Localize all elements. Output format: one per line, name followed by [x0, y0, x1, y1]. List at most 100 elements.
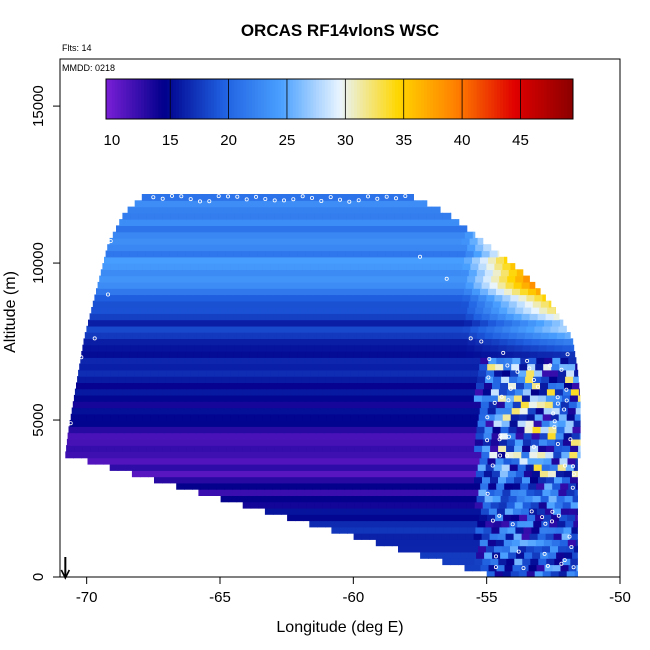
heatmap-cell: [336, 319, 345, 327]
sample-marker: [207, 199, 212, 204]
heatmap-cell: [446, 489, 455, 496]
heatmap-cell: [450, 438, 460, 446]
heatmap-cell: [553, 351, 562, 358]
colorbar-segment: [330, 79, 335, 119]
heatmap-cell: [512, 564, 522, 572]
heatmap-cell: [173, 464, 183, 471]
heatmap-cell: [159, 407, 169, 415]
heatmap-cell: [543, 539, 553, 547]
heatmap-cell: [483, 275, 492, 283]
heatmap-cell: [220, 382, 229, 390]
heatmap-cell: [310, 489, 319, 496]
heatmap-cell: [365, 194, 375, 201]
heatmap-cell: [532, 495, 542, 503]
heatmap-cell: [305, 250, 315, 258]
sample-marker: [516, 549, 521, 554]
heatmap-cell: [528, 482, 537, 490]
heatmap-cell: [202, 212, 211, 220]
heatmap-cell: [384, 482, 393, 490]
heatmap-cell: [526, 294, 535, 302]
heatmap-cell: [162, 212, 171, 220]
heatmap-cell: [406, 369, 415, 377]
arrow-head: [60, 569, 71, 580]
heatmap-cell: [503, 514, 512, 522]
heatmap-cell: [359, 206, 369, 214]
heatmap-cell: [274, 388, 284, 396]
heatmap-cell: [348, 382, 357, 390]
heatmap-cell: [126, 369, 135, 377]
heatmap-cell: [371, 470, 381, 478]
heatmap-cell: [363, 275, 372, 283]
heatmap-cell: [134, 369, 143, 377]
heatmap-cell: [531, 470, 541, 478]
heatmap-cell: [201, 451, 210, 459]
heatmap-cell: [447, 219, 456, 226]
sample-marker: [529, 509, 534, 514]
heatmap-cell: [408, 401, 418, 409]
heatmap-cell: [334, 325, 343, 333]
heatmap-cell: [457, 250, 467, 258]
heatmap-cell: [408, 507, 418, 515]
heatmap-cell: [449, 281, 459, 289]
heatmap-cell: [194, 438, 204, 446]
heatmap-cell: [289, 281, 299, 289]
sample-marker: [92, 336, 97, 341]
heatmap-cell: [464, 319, 473, 327]
heatmap-cell: [536, 564, 546, 572]
heatmap-cell: [225, 313, 235, 321]
heatmap-cell: [228, 426, 238, 434]
heatmap-cell: [311, 206, 321, 214]
heatmap-cell: [141, 464, 151, 471]
heatmap-cell: [388, 300, 398, 308]
heatmap-cell: [480, 564, 490, 572]
heatmap-cell: [270, 263, 279, 270]
heatmap-cell: [476, 551, 485, 559]
heatmap-cell: [214, 294, 223, 302]
heatmap-cell: [175, 206, 185, 214]
heatmap-cell: [275, 307, 284, 314]
heatmap-cell: [384, 507, 394, 515]
heatmap-cell: [281, 394, 291, 402]
heatmap-cell: [473, 313, 483, 321]
heatmap-cell: [560, 319, 564, 327]
heatmap-cell: [464, 256, 473, 264]
colorbar-segment: [155, 79, 160, 119]
heatmap-cell: [447, 514, 456, 522]
heatmap-cell: [195, 307, 204, 314]
heatmap-cell: [163, 470, 173, 478]
colorbar-segment: [216, 79, 221, 119]
heatmap-cell: [347, 526, 356, 534]
heatmap-cell: [523, 338, 533, 346]
heatmap-cell: [228, 332, 238, 339]
heatmap-cell: [76, 426, 86, 434]
heatmap-cell: [260, 495, 270, 503]
heatmap-cell: [496, 482, 505, 490]
heatmap-cell: [128, 231, 138, 239]
heatmap-cell: [329, 451, 338, 459]
heatmap-cell: [164, 225, 173, 233]
heatmap-cell: [97, 313, 107, 321]
heatmap-cell: [528, 564, 538, 572]
heatmap-cell: [159, 219, 168, 226]
heatmap-cell: [135, 363, 144, 371]
heatmap-cell: [165, 194, 175, 201]
sample-marker: [498, 433, 503, 438]
heatmap-cell: [436, 269, 446, 277]
heatmap-cell: [533, 376, 542, 383]
heatmap-cell: [323, 470, 333, 478]
heatmap-cell: [361, 451, 370, 459]
heatmap-cell: [398, 325, 407, 333]
heatmap-cell: [295, 363, 304, 371]
heatmap-cell: [168, 401, 178, 409]
heatmap-cell: [270, 294, 279, 302]
heatmap-cell: [272, 507, 282, 515]
heatmap-cell: [536, 357, 545, 365]
heatmap-cell: [426, 445, 435, 452]
heatmap-cell: [186, 388, 196, 396]
heatmap-cell: [351, 514, 360, 522]
heatmap-cell: [86, 413, 96, 421]
heatmap-cell: [409, 451, 418, 459]
heatmap-cell: [361, 351, 370, 358]
heatmap-cell: [304, 231, 314, 239]
heatmap-cell: [134, 200, 144, 208]
